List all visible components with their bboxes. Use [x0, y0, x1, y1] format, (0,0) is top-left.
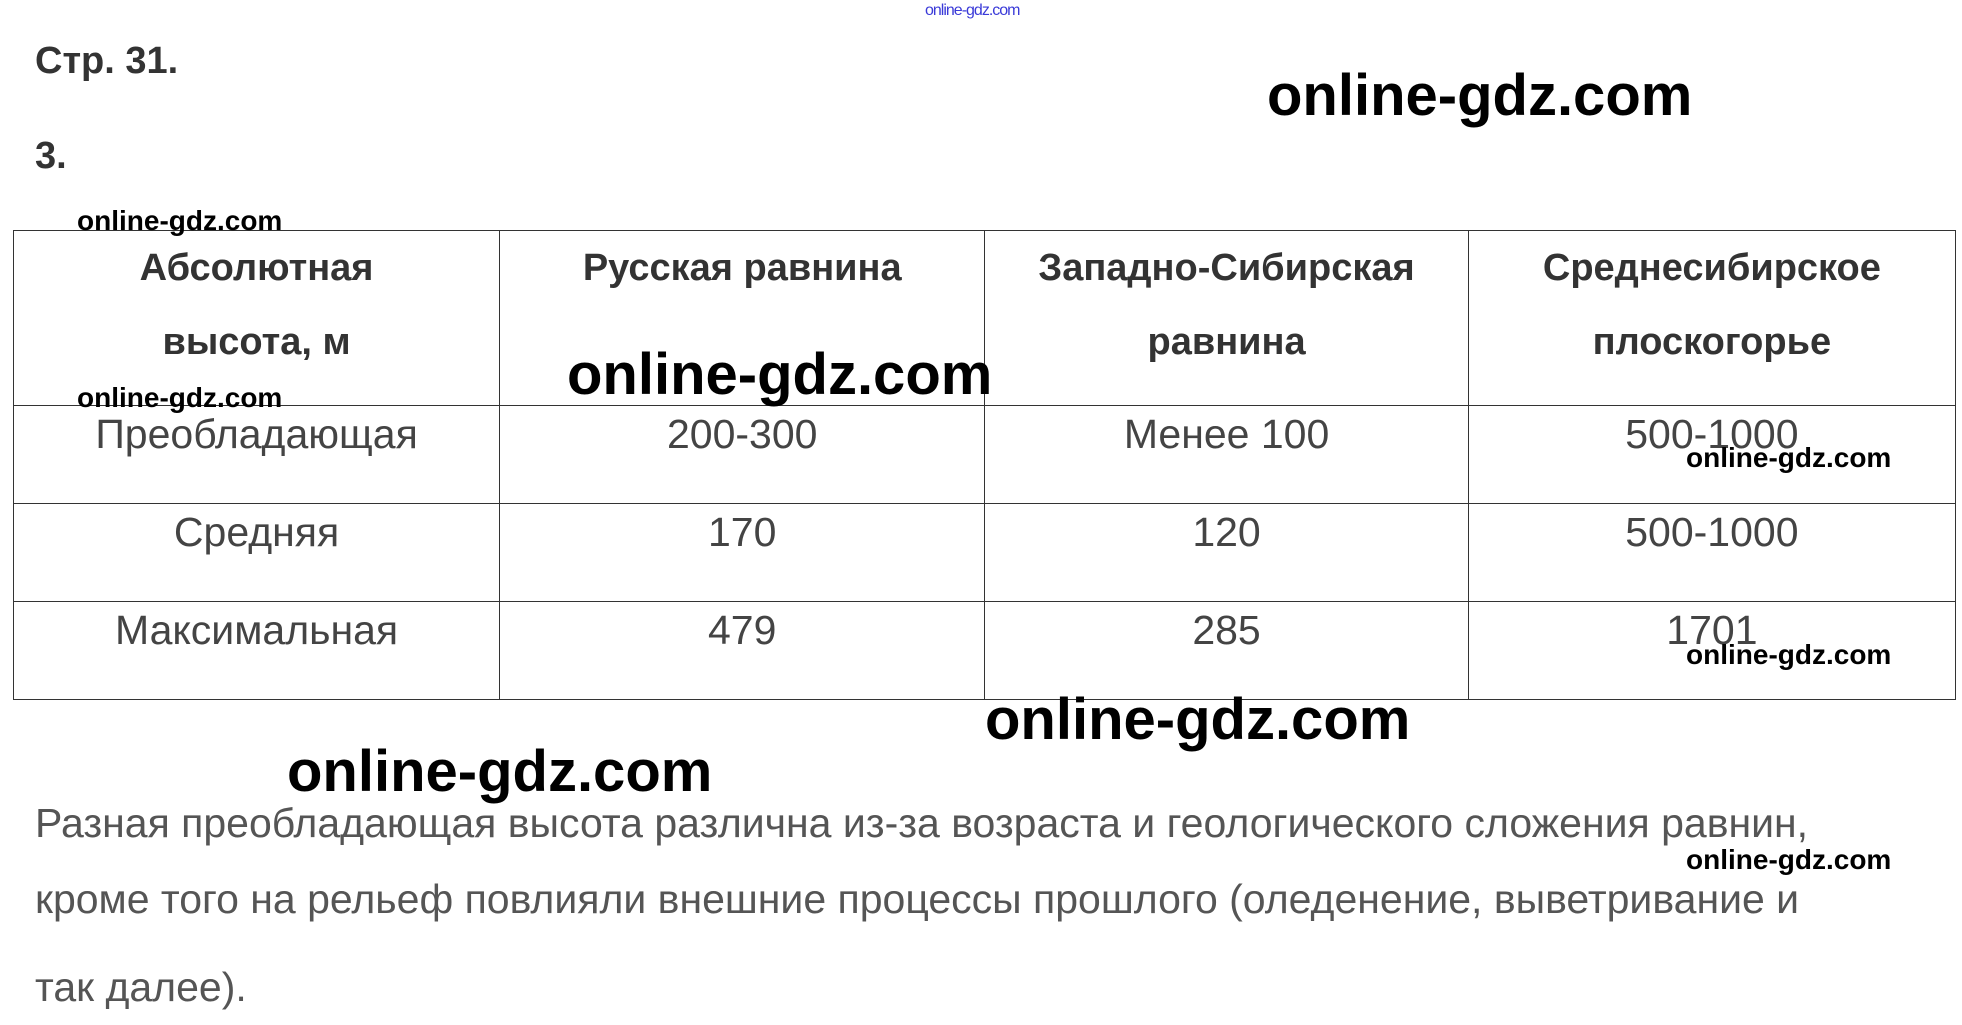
header-cell: Среднесибирское плоскогорье [1467, 230, 1957, 406]
header-cell: Абсолютная высота, м [12, 230, 501, 406]
page-heading: Стр. 31. [35, 40, 179, 82]
header-line: Западно-Сибирская [1038, 247, 1415, 289]
watermark: online-gdz.com [77, 205, 283, 236]
header-line: Абсолютная [139, 247, 374, 289]
watermark: online-gdz.com [77, 382, 283, 413]
table-cell: Менее 100 [984, 405, 1469, 504]
header-line: равнина [1147, 321, 1306, 363]
table-cell: 285 [984, 601, 1469, 700]
table-cell: 479 [499, 601, 986, 700]
table-cell: Средняя [12, 503, 501, 602]
table-cell: 500-1000 [1467, 503, 1957, 602]
table-cell: 500-1000 [1467, 405, 1957, 504]
header-line: Среднесибирское [1542, 247, 1881, 289]
table-cell: 1701 [1467, 601, 1957, 700]
table-cell: 120 [984, 503, 1469, 602]
header-line: плоскогорье [1592, 321, 1832, 363]
table-row: Преобладающая 200-300 Менее 100 500-1000 [12, 405, 1957, 504]
task-number: 3. [35, 135, 67, 177]
watermark: online-gdz.com [1686, 844, 1892, 875]
header-cell: Западно-Сибирская равнина [984, 230, 1469, 406]
watermark: online-gdz.com [1686, 442, 1892, 473]
paragraph-line: Разная преобладающая высота различна из-… [35, 800, 1809, 846]
table-header-row: Абсолютная высота, м Русская равнина Запа… [12, 230, 1957, 406]
elevation-table: Абсолютная высота, м Русская равнина Запа… [12, 230, 1957, 700]
table-row: Средняя 170 120 500-1000 [12, 503, 1957, 602]
watermark-top: online-gdz.com [925, 2, 1020, 19]
header-line: Русская равнина [582, 247, 902, 289]
paragraph-line: так далее). [35, 964, 247, 1010]
header-line: высота, м [162, 321, 351, 363]
table-row: Максимальная 479 285 1701 [12, 601, 1957, 700]
watermark: online-gdz.com [985, 687, 1411, 752]
watermark: online-gdz.com [287, 739, 713, 804]
table-cell: 170 [499, 503, 986, 602]
watermark: online-gdz.com [1267, 63, 1693, 128]
table-cell: Максимальная [12, 601, 501, 700]
table-cell: 200-300 [499, 405, 986, 504]
table-cell: Преобладающая [12, 405, 501, 504]
paragraph-line: кроме того на рельеф повлияли внешние пр… [35, 876, 1800, 922]
watermark: online-gdz.com [567, 342, 993, 407]
watermark: online-gdz.com [1686, 639, 1892, 670]
